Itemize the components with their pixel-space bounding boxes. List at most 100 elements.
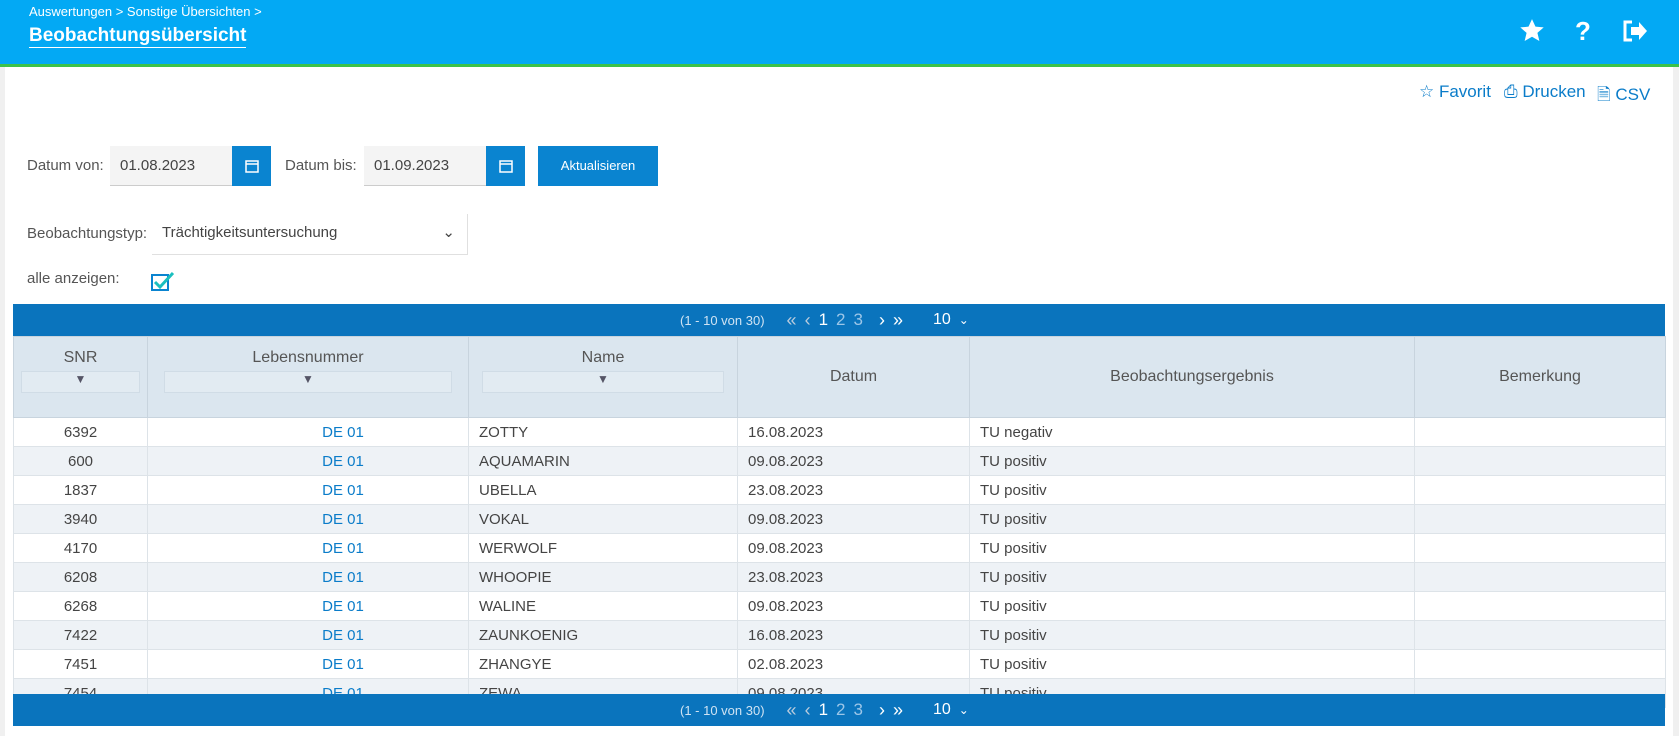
column-header[interactable]: Datum [737, 336, 970, 418]
favorite-icon[interactable] [1519, 18, 1545, 44]
table-cell: 09.08.2023 [737, 504, 970, 534]
refresh-button[interactable]: Aktualisieren [538, 146, 658, 186]
table-cell: WERWOLF [468, 533, 738, 563]
favorite-link[interactable]: ☆ Favorit [1419, 82, 1491, 101]
first-page[interactable]: « [786, 699, 797, 720]
animal-link[interactable]: DE 01 [322, 452, 364, 470]
animal-link[interactable]: DE 01 [322, 481, 364, 499]
csv-text[interactable]: CSV [1615, 85, 1651, 104]
table-cell [1414, 620, 1666, 650]
table-cell [1414, 533, 1666, 563]
help-icon[interactable]: ? [1575, 16, 1591, 46]
cell-text: TU negativ [980, 423, 1053, 441]
print-link[interactable]: ⎙ Drucken [1504, 82, 1586, 101]
table-cell: WALINE [468, 591, 738, 621]
table-cell: TU positiv [969, 533, 1415, 563]
cell-text: AQUAMARIN [479, 452, 570, 470]
favorite-text[interactable]: Favorit [1438, 82, 1491, 101]
page-number[interactable]: 1 [818, 310, 829, 329]
print-text[interactable]: Drucken [1522, 82, 1586, 101]
cell-text: TU positiv [980, 481, 1047, 499]
page-number[interactable]: 3 [853, 700, 863, 719]
page-size-arrow[interactable]: ⌄ [958, 703, 969, 717]
table-row: 4170 DE 01 WERWOLF 09.08.2023 TU positiv [13, 533, 1666, 563]
table-cell: 6268 [13, 591, 148, 621]
cell-text: TU positiv [980, 597, 1047, 615]
cell-text: ZOTTY [479, 423, 529, 441]
animal-link[interactable]: DE 01 [322, 423, 364, 441]
page-number[interactable]: 2 [836, 310, 846, 329]
table-cell: AQUAMARIN [468, 446, 738, 476]
date-input[interactable]: 01.09.2023 [364, 146, 486, 186]
column-title: Lebensnummer [252, 349, 364, 366]
pager-summary: (1 - 10 von 30) [680, 702, 765, 718]
table-wrap: SNR ▼ Lebensnummer ▼ Name ▼ Datum Beobachtungse… [13, 336, 1666, 708]
csv-link[interactable]: 🗎 CSV [1597, 85, 1651, 104]
column-title: Name [581, 349, 625, 366]
table-cell: 16.08.2023 [737, 620, 970, 650]
next-page[interactable]: › [878, 309, 885, 330]
logout-icon[interactable] [1622, 19, 1648, 43]
breadcrumb[interactable]: Auswertungen > Sonstige Übersichten > [29, 4, 262, 19]
table-cell: ZOTTY [468, 417, 738, 447]
page-size[interactable]: 10 [932, 701, 951, 718]
cell-text: VOKAL [479, 510, 530, 528]
animal-link[interactable]: DE 01 [322, 597, 364, 615]
column-filter[interactable]: ▼ [163, 371, 453, 393]
table-row: 6208 DE 01 WHOOPIE 23.08.2023 TU positiv [13, 562, 1666, 592]
first-page[interactable]: « [786, 309, 797, 330]
last-page[interactable]: » [892, 699, 903, 720]
animal-link[interactable]: DE 01 [322, 510, 364, 528]
animal-link[interactable]: DE 01 [322, 568, 364, 586]
table: SNR ▼ Lebensnummer ▼ Name ▼ Datum Beobachtungse… [13, 336, 1666, 708]
table-cell: DE 01 [147, 620, 469, 650]
animal-link[interactable]: DE 01 [322, 655, 364, 673]
cell-text: ZAUNKOENIG [479, 626, 579, 644]
page-size[interactable]: 10 [932, 311, 951, 328]
cell-text: 23.08.2023 [748, 481, 824, 499]
calendar-button[interactable] [486, 146, 525, 186]
cell-text: 6268 [63, 597, 98, 615]
page-number[interactable]: 1 [818, 700, 829, 719]
table-cell: 3940 [13, 504, 148, 534]
date-input[interactable]: 01.08.2023 [110, 146, 232, 186]
cell-text: TU positiv [980, 452, 1047, 470]
table-cell [1414, 446, 1666, 476]
page-number[interactable]: 3 [853, 310, 863, 329]
table-body: 6392 DE 01 ZOTTY 16.08.2023 TU negativ 600 DE … [13, 417, 1666, 708]
cell-text: 4170 [63, 539, 98, 557]
table-cell [1414, 504, 1666, 534]
animal-link[interactable]: DE 01 [322, 626, 364, 644]
next-page[interactable]: › [878, 699, 885, 720]
table-cell [1414, 591, 1666, 621]
table-row: 3940 DE 01 VOKAL 09.08.2023 TU positiv [13, 504, 1666, 534]
prev-page[interactable]: ‹ [804, 309, 811, 330]
cell-text: WHOOPIE [479, 568, 552, 586]
pager-summary: (1 - 10 von 30) [680, 312, 765, 328]
table-row: 6268 DE 01 WALINE 09.08.2023 TU positiv [13, 591, 1666, 621]
type-select[interactable]: Trächtigkeitsuntersuchung ⌄ [152, 214, 468, 255]
column-header[interactable]: SNR ▼ [13, 336, 148, 418]
show-all-checkbox[interactable] [151, 270, 175, 292]
column-header[interactable]: Bemerkung [1414, 336, 1666, 418]
page-title: Beobachtungsübersicht [29, 25, 247, 48]
cell-text: WERWOLF [479, 539, 558, 557]
animal-link[interactable]: DE 01 [322, 539, 364, 557]
table-cell: DE 01 [147, 562, 469, 592]
column-header[interactable]: Name ▼ [468, 336, 738, 418]
cell-text: UBELLA [479, 481, 537, 499]
calendar-button[interactable] [232, 146, 271, 186]
column-filter[interactable]: ▼ [20, 371, 141, 393]
cell-text: 600 [67, 452, 94, 470]
column-header[interactable]: Lebensnummer ▼ [147, 336, 469, 418]
table-cell [1414, 475, 1666, 505]
column-filter[interactable]: ▼ [482, 371, 724, 393]
prev-page[interactable]: ‹ [804, 699, 811, 720]
last-page[interactable]: » [892, 309, 903, 330]
table-row: 1837 DE 01 UBELLA 23.08.2023 TU positiv [13, 475, 1666, 505]
page-number[interactable]: 2 [836, 700, 846, 719]
page-size-arrow[interactable]: ⌄ [958, 313, 969, 327]
table-cell: 02.08.2023 [737, 649, 970, 679]
pager: (1 - 10 von 30) « ‹ 1 2 3 › » 10 ⌄ [13, 694, 1665, 726]
column-header[interactable]: Beobachtungsergebnis [969, 336, 1415, 418]
